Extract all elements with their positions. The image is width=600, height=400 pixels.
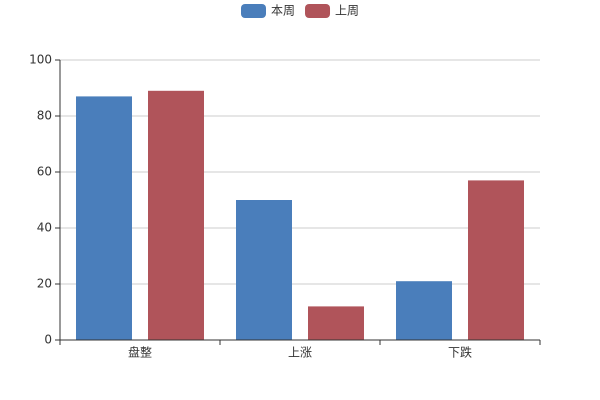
legend-swatch xyxy=(241,4,266,18)
legend-label: 本周 xyxy=(271,4,295,18)
bar xyxy=(308,306,364,340)
y-tick-label: 60 xyxy=(37,165,52,179)
bar xyxy=(396,281,452,340)
x-tick-label: 盘整 xyxy=(128,345,152,360)
bar xyxy=(148,90,204,340)
bar xyxy=(236,200,292,340)
y-tick-label: 100 xyxy=(29,53,52,67)
x-tick-label: 下跌 xyxy=(448,345,472,360)
legend-swatch xyxy=(305,4,331,18)
bar xyxy=(76,96,132,341)
y-tick-label: 80 xyxy=(37,109,52,123)
y-tick-label: 0 xyxy=(44,333,52,347)
y-tick-label: 20 xyxy=(37,277,52,291)
x-tick-label: 上涨 xyxy=(288,345,312,360)
legend-label: 上周 xyxy=(335,4,359,18)
y-tick-label: 40 xyxy=(37,221,52,235)
bar xyxy=(468,180,524,340)
